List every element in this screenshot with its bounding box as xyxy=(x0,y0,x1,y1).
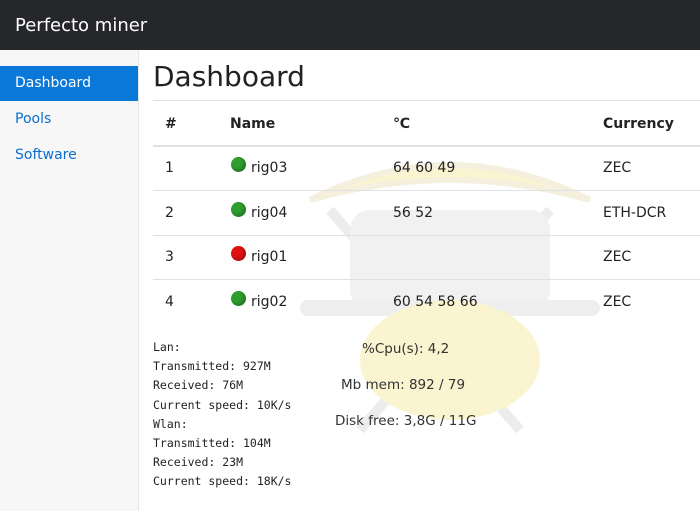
currency: ZEC xyxy=(603,293,632,310)
brand[interactable]: Perfecto miner xyxy=(15,15,148,36)
status-dot xyxy=(231,201,246,217)
rig-name[interactable]: rig02 xyxy=(251,293,288,310)
row-number: 1 xyxy=(165,160,174,176)
status-dot xyxy=(231,157,246,172)
currency: ZEC xyxy=(603,160,632,176)
table-border xyxy=(153,279,700,280)
status-dot xyxy=(231,246,246,261)
network-stat: Current speed: 18K/s xyxy=(153,474,292,489)
temperatures: 64 60 49 xyxy=(393,160,456,176)
network-stat: Received: 76M xyxy=(153,378,244,393)
table-border xyxy=(153,190,700,191)
row-number: 4 xyxy=(165,293,174,310)
navbar: Perfecto miner xyxy=(0,0,700,50)
column-header[interactable]: # xyxy=(165,116,177,132)
rig-name[interactable]: rig04 xyxy=(251,204,288,221)
rig-name[interactable]: rig01 xyxy=(251,249,288,265)
system-stat: %Cpu(s): 4,2 xyxy=(362,341,450,357)
network-stat: Current speed: 10K/s xyxy=(153,397,292,412)
network-stat: Transmitted: 104M xyxy=(153,436,271,450)
status-dot xyxy=(231,290,246,306)
row-number: 3 xyxy=(165,249,174,265)
column-header[interactable]: Currency xyxy=(603,116,674,132)
currency: ZEC xyxy=(603,249,632,265)
table-border xyxy=(153,145,700,147)
sidebar: Dashboard Pools Software xyxy=(0,50,139,511)
page-heading: Dashboard xyxy=(153,60,305,93)
temperatures: 56 52 xyxy=(393,204,434,221)
network-stat: Lan: xyxy=(153,340,181,354)
nav-item[interactable]: Dashboard xyxy=(0,66,138,101)
network-stat: Transmitted: 927M xyxy=(153,359,271,374)
column-header[interactable]: ℃ xyxy=(393,116,410,132)
table-border xyxy=(153,234,700,236)
table-border xyxy=(153,100,700,101)
system-stat: Disk free: 3,8G / 11G xyxy=(335,413,477,429)
nav-item[interactable]: Software xyxy=(15,147,77,163)
temperatures: 60 54 58 66 xyxy=(393,293,478,310)
network-stat: Wlan: xyxy=(153,416,188,431)
row-number: 2 xyxy=(165,204,174,221)
network-stat: Received: 23M xyxy=(153,455,244,470)
system-stat: Mb mem: 892 / 79 xyxy=(341,377,466,393)
column-header[interactable]: Name xyxy=(230,116,276,132)
rig-name[interactable]: rig03 xyxy=(251,160,288,176)
nav-item[interactable]: Pools xyxy=(15,111,52,127)
currency: ETH-DCR xyxy=(603,204,667,221)
